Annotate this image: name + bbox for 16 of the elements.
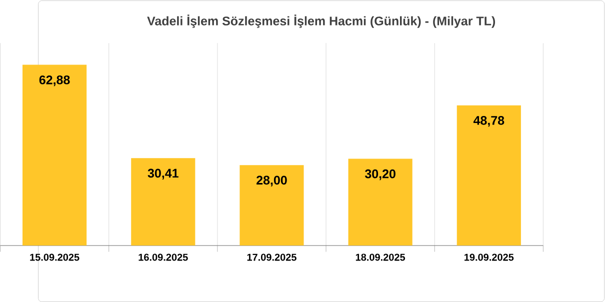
data-label: 48,78: [473, 116, 504, 126]
x-tick-label: 16.09.2025: [138, 254, 188, 261]
x-tick-label: 18.09.2025: [356, 254, 406, 261]
data-label: 30,41: [148, 168, 178, 180]
bar: [456, 105, 521, 246]
chart-title: Vadeli İşlem Sözleşmesi İşlem Hacmi (Günlük) - (Milyar TL): [147, 14, 496, 28]
x-tick-label: 15.09.2025: [30, 254, 80, 261]
bar: [348, 158, 412, 246]
data-label: 28,00: [256, 176, 287, 186]
bar: [22, 64, 87, 246]
x-tick-label: 19.09.2025: [464, 254, 514, 261]
x-tick-label: 17.09.2025: [247, 254, 296, 261]
data-label: 30,20: [364, 169, 396, 180]
bar: [131, 158, 196, 246]
data-label: 62,88: [39, 75, 70, 86]
bar: [240, 164, 304, 246]
